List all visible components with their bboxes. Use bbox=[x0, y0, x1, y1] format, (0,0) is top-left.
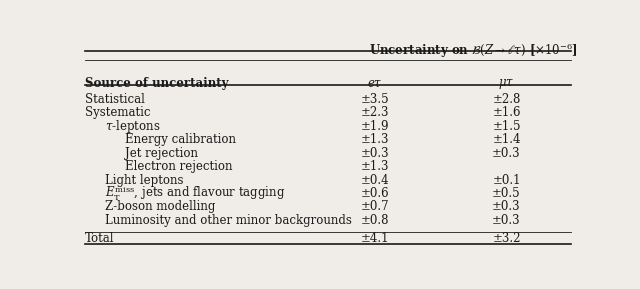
Text: ±0.4: ±0.4 bbox=[361, 174, 389, 186]
Text: ±0.3: ±0.3 bbox=[361, 147, 389, 160]
Text: ±1.5: ±1.5 bbox=[492, 120, 521, 133]
Text: Source of uncertainty: Source of uncertainty bbox=[85, 77, 228, 90]
Text: ±0.6: ±0.6 bbox=[361, 187, 389, 200]
Text: ±1.3: ±1.3 bbox=[361, 160, 389, 173]
Text: Statistical: Statistical bbox=[85, 93, 145, 106]
Text: ±1.3: ±1.3 bbox=[361, 133, 389, 146]
Text: ±0.3: ±0.3 bbox=[492, 214, 521, 227]
Text: Energy calibration: Energy calibration bbox=[125, 133, 236, 146]
Text: Z-boson modelling: Z-boson modelling bbox=[105, 201, 215, 214]
Text: ±0.5: ±0.5 bbox=[492, 187, 521, 200]
Text: ±1.4: ±1.4 bbox=[492, 133, 521, 146]
Text: $\tau$-leptons: $\tau$-leptons bbox=[105, 118, 160, 135]
Text: $E_{\mathrm{T}}^{\mathrm{miss}}$, jets and flavour tagging: $E_{\mathrm{T}}^{\mathrm{miss}}$, jets a… bbox=[105, 184, 285, 203]
Text: Systematic: Systematic bbox=[85, 106, 150, 119]
Text: $e\tau$: $e\tau$ bbox=[367, 77, 383, 90]
Text: ±0.3: ±0.3 bbox=[492, 147, 521, 160]
Text: ±0.1: ±0.1 bbox=[492, 174, 521, 186]
Text: Electron rejection: Electron rejection bbox=[125, 160, 232, 173]
Text: ±2.3: ±2.3 bbox=[361, 106, 389, 119]
Text: Luminosity and other minor backgrounds: Luminosity and other minor backgrounds bbox=[105, 214, 351, 227]
Text: ±1.6: ±1.6 bbox=[492, 106, 521, 119]
Text: Uncertainty on $\mathcal{B}(Z \rightarrow \ell\tau)$ [$\times 10^{-6}$]: Uncertainty on $\mathcal{B}(Z \rightarro… bbox=[369, 41, 577, 60]
Text: Jet rejection: Jet rejection bbox=[125, 147, 198, 160]
Text: ±3.2: ±3.2 bbox=[492, 232, 521, 245]
Text: ±0.3: ±0.3 bbox=[492, 201, 521, 214]
Text: ±4.1: ±4.1 bbox=[361, 232, 389, 245]
Text: Total: Total bbox=[85, 232, 115, 245]
Text: ±2.8: ±2.8 bbox=[492, 93, 521, 106]
Text: ±3.5: ±3.5 bbox=[361, 93, 389, 106]
Text: ±1.9: ±1.9 bbox=[361, 120, 389, 133]
Text: $\mu\tau$: $\mu\tau$ bbox=[499, 77, 515, 91]
Text: ±0.8: ±0.8 bbox=[361, 214, 389, 227]
Text: Light leptons: Light leptons bbox=[105, 174, 183, 186]
Text: ±0.7: ±0.7 bbox=[361, 201, 389, 214]
